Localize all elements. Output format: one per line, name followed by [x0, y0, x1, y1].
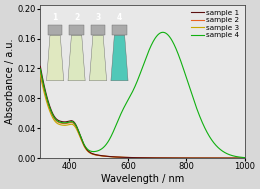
sample 3 [39, 74, 42, 76]
sample 3 [146, 157, 149, 159]
sample 1 [88, 151, 91, 153]
sample 4 [243, 156, 246, 159]
sample 4 [39, 68, 42, 70]
sample 2 [88, 151, 91, 154]
sample 4 [88, 150, 91, 152]
sample 4 [146, 53, 149, 55]
sample 1 [240, 157, 243, 159]
Line: sample 1: sample 1 [40, 66, 245, 158]
sample 4 [240, 156, 243, 158]
sample 4 [133, 86, 136, 88]
Line: sample 3: sample 3 [40, 75, 245, 158]
sample 3 [109, 156, 112, 158]
sample 1 [39, 65, 42, 67]
sample 1 [109, 156, 112, 158]
sample 1 [205, 157, 208, 159]
sample 3 [88, 152, 91, 154]
sample 1 [243, 157, 246, 159]
sample 2 [205, 157, 208, 159]
sample 2 [240, 157, 243, 159]
sample 3 [240, 157, 243, 159]
sample 4 [205, 130, 208, 132]
sample 4 [161, 31, 164, 33]
sample 2 [109, 156, 112, 158]
sample 2 [39, 70, 42, 72]
sample 4 [109, 136, 112, 138]
sample 1 [146, 157, 149, 159]
sample 2 [146, 157, 149, 159]
Line: sample 2: sample 2 [40, 71, 245, 158]
sample 1 [133, 156, 136, 159]
sample 3 [243, 157, 246, 159]
Y-axis label: Absorbance / a.u.: Absorbance / a.u. [5, 39, 15, 124]
sample 2 [133, 156, 136, 159]
X-axis label: Wavelength / nm: Wavelength / nm [101, 174, 184, 184]
sample 3 [133, 156, 136, 159]
Legend: sample 1, sample 2, sample 3, sample 4: sample 1, sample 2, sample 3, sample 4 [189, 9, 241, 40]
sample 2 [243, 157, 246, 159]
Line: sample 4: sample 4 [40, 32, 245, 158]
sample 3 [205, 157, 208, 159]
